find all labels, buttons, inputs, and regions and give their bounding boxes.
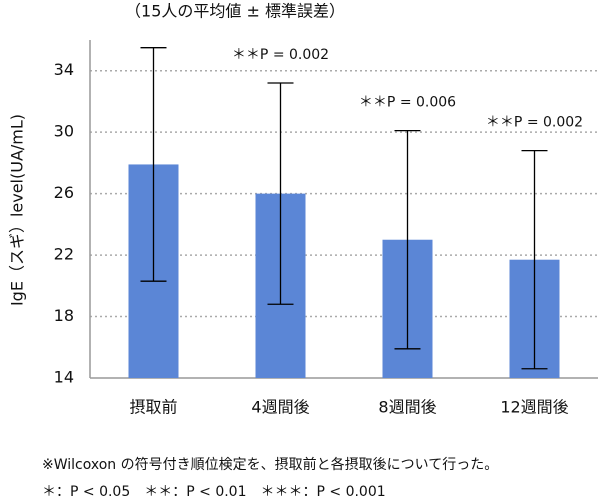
x-tick-label: 摂取前	[129, 398, 177, 417]
footnote: ※Wilcoxon の符号付き順位検定を、摂取前と各摂取後について行った。	[42, 456, 498, 473]
annotation: ＊＊P = 0.006	[359, 95, 456, 111]
annotation: ＊＊P = 0.002	[232, 47, 329, 63]
footnote: ＊：P < 0.05 ＊＊：P < 0.01 ＊＊＊：P < 0.001	[42, 484, 386, 500]
x-tick-label: 12週間後	[500, 398, 568, 417]
chart-title: （15人の平均値 ± 標準誤差）	[125, 2, 345, 21]
x-tick-label: 8週間後	[378, 398, 436, 417]
x-tick-label: 4週間後	[251, 398, 309, 417]
y-tick-label: 18	[54, 306, 74, 325]
y-tick-label: 30	[54, 122, 74, 141]
y-tick-label: 14	[54, 368, 74, 387]
y-tick-label: 26	[54, 183, 74, 202]
y-axis-label: IgE（スギ）level(UA/mL)	[8, 114, 27, 306]
y-tick-label: 22	[54, 245, 74, 264]
annotation: ＊＊P = 0.002	[486, 115, 583, 131]
y-tick-label: 34	[54, 60, 74, 79]
